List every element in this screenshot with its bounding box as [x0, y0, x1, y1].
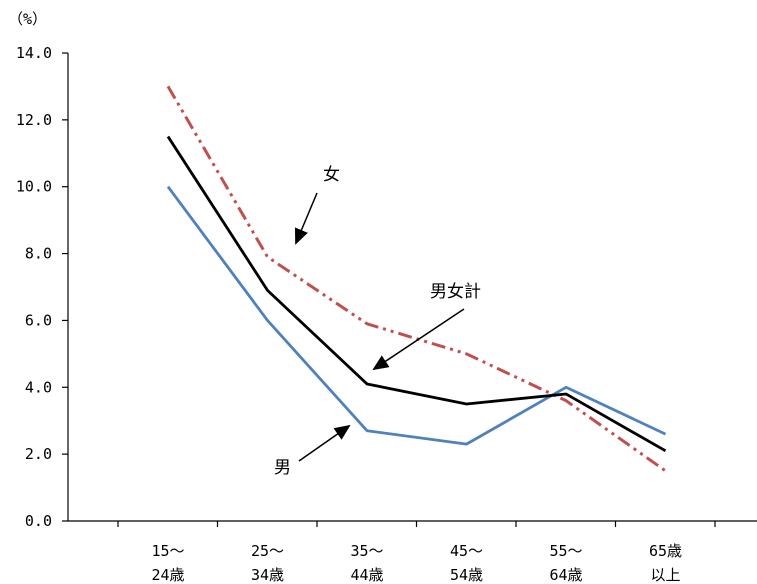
x-tick-label: 24歳: [151, 566, 184, 584]
x-tick-label: 45～: [450, 542, 483, 560]
x-tick-label: 以上: [650, 566, 680, 584]
y-tick-label: 12.0: [16, 111, 52, 129]
y-tick-label: 2.0: [25, 445, 52, 463]
y-tick-label: 14.0: [16, 44, 52, 62]
annotation-arrow: [294, 192, 318, 245]
series-line-0: [166, 135, 667, 453]
x-tick-label: 25～: [251, 542, 284, 560]
x-tick-label: 64歳: [549, 566, 582, 584]
series-label-1: 男: [274, 458, 291, 478]
y-tick-label: 10.0: [16, 178, 52, 196]
x-tick-label: 34歳: [251, 566, 284, 584]
y-tick-label: 6.0: [25, 311, 52, 329]
series-label-2: 女: [323, 165, 340, 185]
y-axis-ticks: 0.0 2.0 4.0 6.0 8.0 10.0 12.0 14.0: [16, 44, 68, 530]
series-line-1: [166, 185, 667, 446]
x-tick-label: 15～: [151, 542, 184, 560]
series-layer: [166, 85, 667, 473]
y-unit-label: （%）: [8, 10, 47, 28]
y-tick-label: 4.0: [25, 378, 52, 396]
y-tick-label: 0.0: [25, 512, 52, 530]
plot-area: [67, 53, 757, 522]
x-tick-label: 55～: [549, 542, 582, 560]
x-tick-label: 65歳: [649, 542, 682, 560]
series-label-0: 男女計: [430, 282, 481, 302]
annotation-arrow: [372, 308, 465, 371]
x-tick-label: 35～: [350, 542, 383, 560]
annotation-arrow: [298, 424, 351, 462]
x-tick-label: 44歳: [350, 566, 383, 584]
series-line-2: [166, 85, 667, 473]
y-tick-label: 8.0: [25, 245, 52, 263]
x-tick-label: 54歳: [450, 566, 483, 584]
